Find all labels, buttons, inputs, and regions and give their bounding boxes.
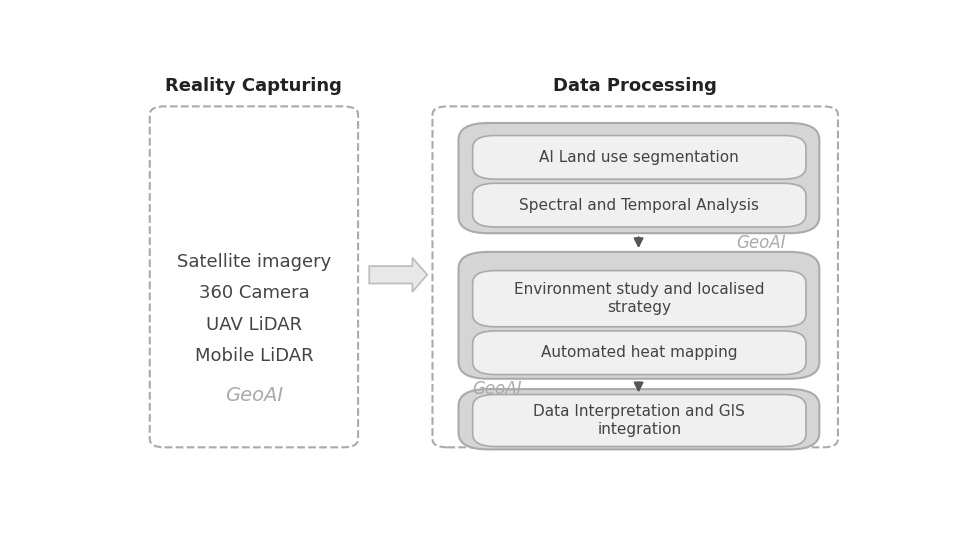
- FancyBboxPatch shape: [459, 123, 820, 233]
- Text: GeoAI: GeoAI: [736, 234, 786, 252]
- Text: Data Interpretation and GIS
integration: Data Interpretation and GIS integration: [534, 404, 745, 437]
- Text: GeoAI: GeoAI: [472, 380, 522, 397]
- Text: AI Land use segmentation: AI Land use segmentation: [540, 150, 739, 165]
- FancyArrow shape: [370, 258, 427, 292]
- FancyBboxPatch shape: [472, 136, 806, 179]
- FancyBboxPatch shape: [472, 183, 806, 227]
- FancyBboxPatch shape: [472, 331, 806, 375]
- FancyBboxPatch shape: [472, 271, 806, 327]
- Text: Satellite imagery: Satellite imagery: [177, 253, 331, 271]
- FancyBboxPatch shape: [150, 106, 358, 447]
- Text: 360 Camera: 360 Camera: [199, 285, 309, 302]
- FancyBboxPatch shape: [459, 252, 820, 379]
- Text: Data Processing: Data Processing: [553, 77, 717, 94]
- FancyBboxPatch shape: [459, 389, 820, 449]
- FancyBboxPatch shape: [472, 395, 806, 447]
- Text: GeoAI: GeoAI: [225, 386, 283, 405]
- FancyBboxPatch shape: [432, 106, 838, 447]
- Text: Mobile LiDAR: Mobile LiDAR: [195, 347, 313, 365]
- Text: Reality Capturing: Reality Capturing: [165, 77, 343, 94]
- Text: UAV LiDAR: UAV LiDAR: [205, 316, 302, 334]
- Text: Environment study and localised
strategy: Environment study and localised strategy: [514, 282, 764, 315]
- Text: Automated heat mapping: Automated heat mapping: [541, 345, 737, 360]
- Text: Spectral and Temporal Analysis: Spectral and Temporal Analysis: [519, 198, 759, 213]
